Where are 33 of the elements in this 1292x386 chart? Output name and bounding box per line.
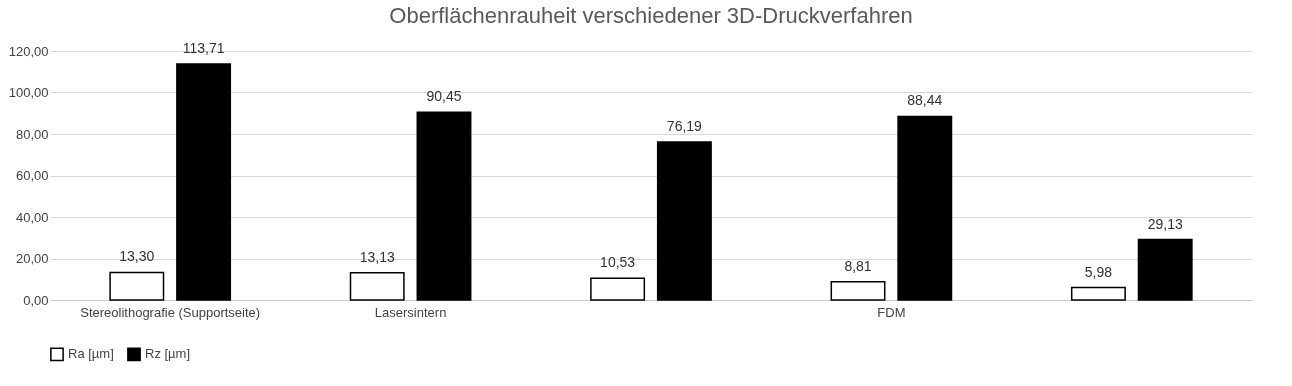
bar bbox=[1137, 238, 1193, 301]
bar bbox=[416, 111, 472, 301]
x-tick-label: FDM bbox=[877, 304, 906, 320]
data-label: 76,19 bbox=[666, 117, 703, 134]
data-label: 13,13 bbox=[359, 248, 395, 265]
y-tick-label: 60,00 bbox=[15, 168, 49, 183]
legend-label: Rz [µm] bbox=[145, 346, 191, 362]
bar bbox=[590, 277, 646, 301]
y-tick-label: 20,00 bbox=[15, 251, 49, 266]
x-tick-label: Stereolithografie (Supportseite) bbox=[80, 304, 261, 320]
bar bbox=[1070, 286, 1126, 301]
bar bbox=[349, 272, 405, 301]
y-tick-label: 80,00 bbox=[15, 126, 49, 142]
data-label: 10,53 bbox=[600, 254, 636, 271]
bar bbox=[176, 63, 232, 301]
data-label: 29,13 bbox=[1147, 215, 1183, 232]
y-tick-label: 0,00 bbox=[23, 292, 49, 308]
data-label: 8,81 bbox=[844, 257, 872, 274]
bar bbox=[830, 280, 886, 301]
y-tick-label: 120,00 bbox=[8, 43, 49, 59]
legend-label: Ra [µm] bbox=[68, 346, 114, 362]
x-tick-label: Lasersintern bbox=[374, 304, 447, 320]
y-tick-label: 40,00 bbox=[15, 209, 49, 225]
bar bbox=[656, 141, 712, 301]
data-label: 88,44 bbox=[907, 92, 943, 109]
bar bbox=[897, 115, 953, 301]
data-label: 90,45 bbox=[426, 88, 462, 105]
bar bbox=[109, 271, 165, 301]
y-tick-label: 100,00 bbox=[8, 85, 49, 100]
data-label: 13,30 bbox=[119, 248, 155, 265]
data-label: 113,71 bbox=[182, 40, 225, 57]
data-label: 5,98 bbox=[1084, 263, 1113, 280]
chart-title: Oberflächenrauheit verschiedener 3D-Druckverfahren bbox=[389, 3, 913, 29]
